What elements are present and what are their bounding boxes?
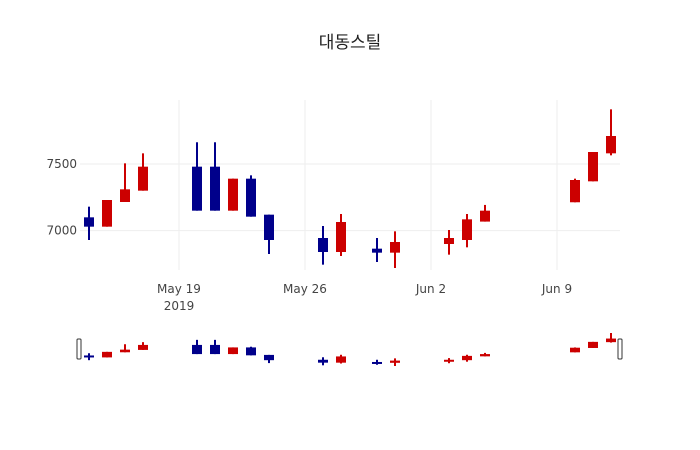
candle-decreasing[interactable] (84, 206, 94, 240)
slider-candle (120, 344, 130, 353)
chart-title: 대동스틸 (319, 33, 382, 53)
slider-candle (336, 354, 346, 364)
slider-candle (228, 347, 238, 355)
candle-increasing[interactable] (120, 163, 130, 202)
candle-increasing[interactable] (462, 214, 472, 248)
candle-decreasing[interactable] (192, 142, 202, 211)
slider-candle (462, 354, 472, 362)
candle-increasing[interactable] (102, 200, 112, 227)
candle-increasing[interactable] (336, 214, 346, 256)
slider-candle (192, 339, 202, 355)
candle-increasing[interactable] (444, 230, 454, 255)
slider-candle (246, 346, 256, 356)
slider-candle (318, 357, 328, 366)
candle-increasing[interactable] (390, 231, 400, 268)
candle-increasing[interactable] (228, 178, 238, 211)
candle-decreasing[interactable] (264, 214, 274, 254)
range-slider[interactable] (76, 333, 623, 366)
y-tick-label: 7000 (46, 224, 77, 238)
slider-candle (444, 358, 454, 364)
candle-decreasing[interactable] (210, 142, 220, 211)
x-tick-label: May 19 (157, 282, 201, 296)
y-axis: 7000 7500 (46, 157, 77, 238)
candle-increasing[interactable] (480, 204, 490, 222)
candle-decreasing[interactable] (372, 238, 382, 262)
slider-candle (390, 358, 400, 366)
slider-candle (102, 351, 112, 358)
slider-candle (84, 353, 94, 361)
x-tick-label: Jun 9 (541, 282, 572, 296)
range-slider-left-handle[interactable] (76, 338, 82, 360)
y-tick-label: 7500 (46, 157, 77, 171)
x-tick-year: 2019 (164, 299, 195, 313)
slider-candle (372, 359, 382, 365)
candle-decreasing[interactable] (318, 226, 328, 265)
plot-area[interactable] (84, 109, 616, 268)
slider-candle (480, 352, 490, 357)
gridlines (80, 100, 620, 270)
candle-increasing[interactable] (606, 109, 616, 156)
slider-candle (570, 347, 580, 353)
candle-increasing[interactable] (138, 153, 148, 191)
slider-candle (588, 341, 598, 348)
candle-decreasing[interactable] (246, 175, 256, 217)
candle-increasing[interactable] (588, 152, 598, 182)
slider-candle (606, 333, 616, 343)
slider-candle (264, 354, 274, 364)
x-axis: May 19 2019 May 26 Jun 2 Jun 9 (157, 282, 572, 313)
candle-increasing[interactable] (570, 178, 580, 203)
slider-candle (138, 342, 148, 350)
x-tick-label: May 26 (283, 282, 327, 296)
x-tick-label: Jun 2 (415, 282, 446, 296)
range-slider-right-handle[interactable] (617, 338, 623, 360)
slider-candle (210, 339, 220, 355)
